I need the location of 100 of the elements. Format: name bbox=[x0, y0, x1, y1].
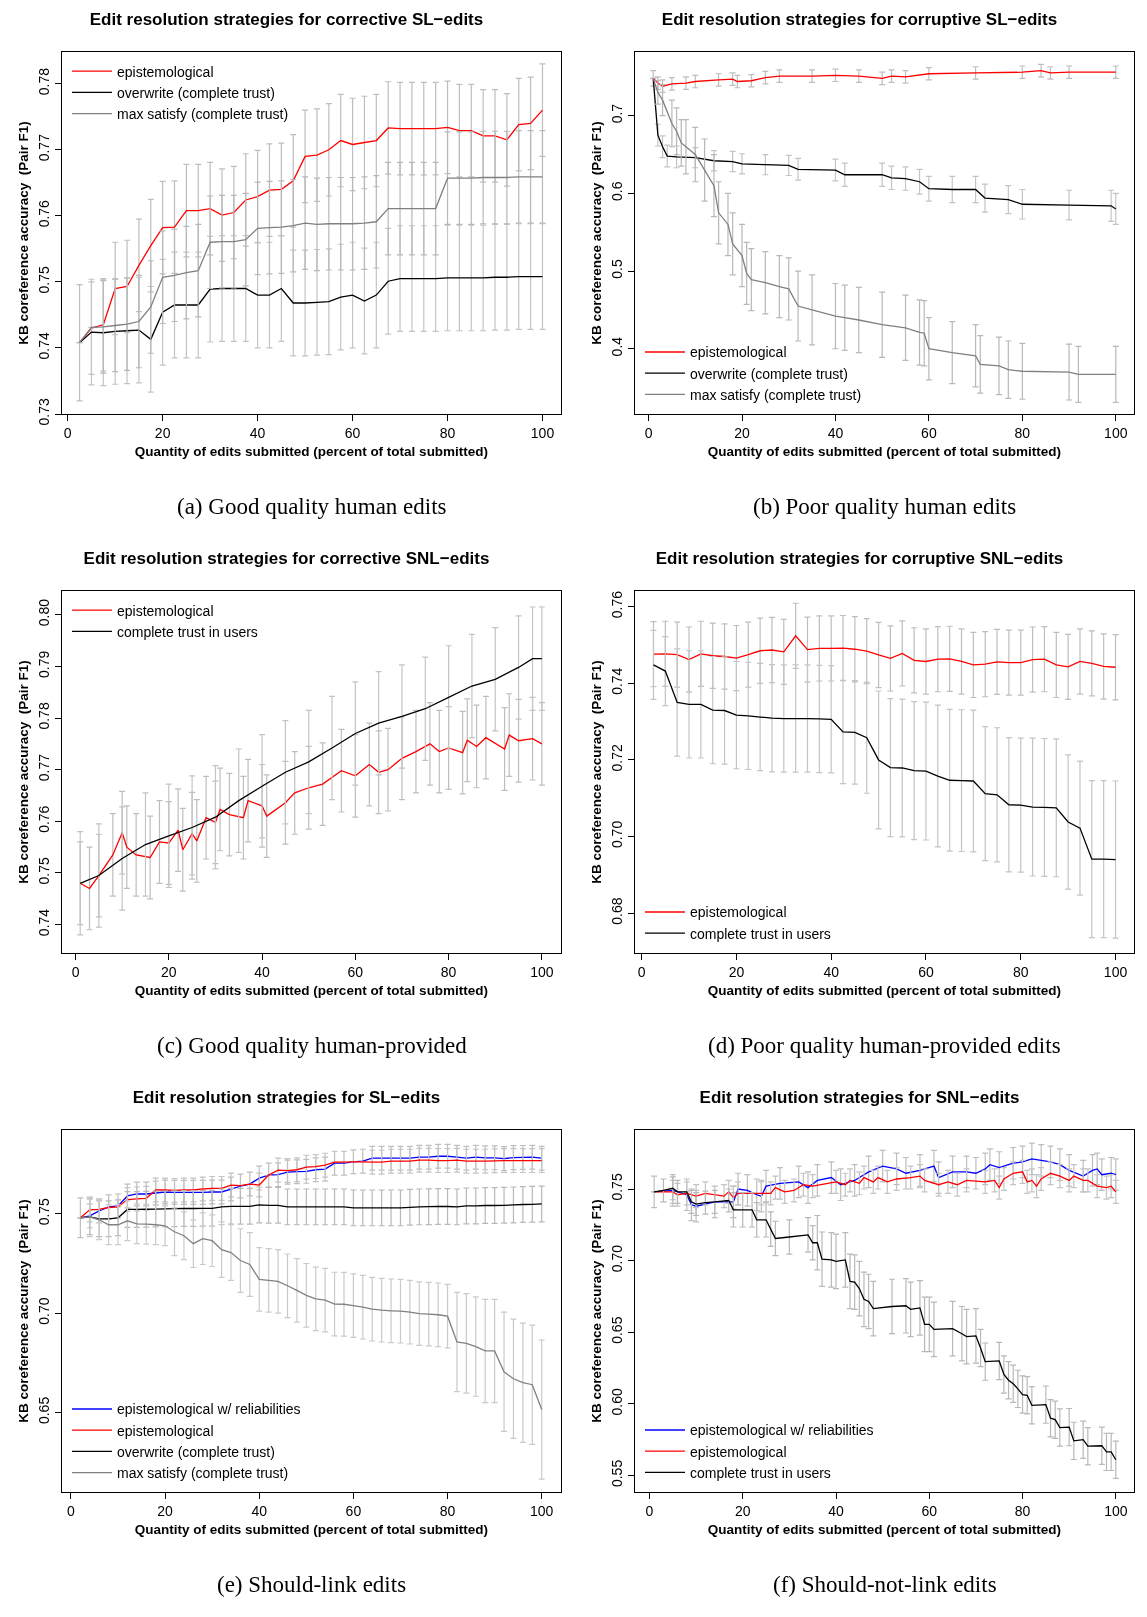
y-axis-title: KB coreference accuracy (Pair F1) bbox=[589, 1199, 605, 1423]
legend-label: overwrite (complete trust) bbox=[116, 84, 275, 101]
x-tick-label: 0 bbox=[71, 963, 80, 980]
x-tick-label: 20 bbox=[154, 424, 171, 441]
line-series bbox=[78, 176, 544, 344]
y-tick-label: 0.70 bbox=[609, 820, 626, 849]
x-tick-label: 60 bbox=[345, 1502, 362, 1519]
y-tick-label: 0.70 bbox=[36, 1297, 53, 1325]
y-tick-label: 0.65 bbox=[609, 1316, 626, 1344]
x-tick-label: 60 bbox=[921, 424, 937, 441]
legend-label: epistemological bbox=[116, 63, 214, 80]
chart-title: Edit resolution strategies for corruptive SNL−edits bbox=[655, 549, 1064, 569]
y-tick-label: 0.70 bbox=[609, 1244, 626, 1273]
y-tick-label: 0.75 bbox=[36, 265, 53, 294]
legend-label: epistemological bbox=[689, 904, 787, 921]
y-tick-label: 0.77 bbox=[36, 753, 53, 782]
x-tick-label: 80 bbox=[1014, 424, 1031, 441]
x-tick-label: 20 bbox=[161, 963, 177, 980]
y-axis-title: KB coreference accuracy (Pair F1) bbox=[589, 660, 605, 884]
x-tick-label: 100 bbox=[530, 963, 554, 980]
y-tick-label: 0.5 bbox=[609, 259, 626, 279]
legend-label: max satisfy (complete trust) bbox=[689, 386, 862, 403]
y-tick-label: 0.79 bbox=[36, 650, 53, 678]
x-tick-label: 40 bbox=[827, 424, 844, 441]
line-series bbox=[78, 275, 544, 344]
x-tick-label: 20 bbox=[734, 424, 750, 441]
legend-label: epistemological w/ reliabilities bbox=[116, 1401, 301, 1418]
y-tick-label: 0.76 bbox=[36, 805, 53, 833]
x-tick-label: 0 bbox=[67, 1502, 76, 1519]
y-tick-label: 0.68 bbox=[609, 897, 626, 925]
chart-title: Edit resolution strategies for SL−edits bbox=[132, 1088, 441, 1108]
x-tick-label: 80 bbox=[1014, 1502, 1031, 1519]
line-series bbox=[79, 658, 543, 884]
line-series bbox=[652, 69, 1117, 87]
legend-label: epistemological w/ reliabilities bbox=[689, 1422, 874, 1439]
x-tick-label: 100 bbox=[530, 424, 555, 441]
x-axis-title: Quantity of edits submitted (percent of total submitted) bbox=[134, 1521, 489, 1537]
y-tick-label: 0.80 bbox=[36, 598, 53, 627]
x-axis-title: Quantity of edits submitted (percent of total submitted) bbox=[707, 1521, 1062, 1537]
x-tick-label: 40 bbox=[828, 1502, 844, 1519]
y-tick-label: 0.4 bbox=[609, 336, 626, 357]
y-tick-label: 0.77 bbox=[36, 133, 53, 162]
x-tick-label: 100 bbox=[1104, 1502, 1128, 1519]
y-axis-title: KB coreference accuracy (Pair F1) bbox=[16, 121, 32, 345]
x-tick-label: 80 bbox=[439, 1502, 456, 1519]
chart-title: Edit resolution strategies for corrective SNL−edits bbox=[83, 549, 490, 569]
legend-label: epistemological bbox=[116, 602, 214, 619]
x-axis-title: Quantity of edits submitted (percent of total submitted) bbox=[707, 982, 1062, 998]
line-series bbox=[653, 1187, 1117, 1461]
y-tick-label: 0.74 bbox=[36, 908, 53, 937]
line-series bbox=[652, 635, 1117, 668]
x-tick-label: 100 bbox=[530, 1502, 554, 1519]
line-series bbox=[652, 664, 1117, 861]
x-tick-label: 60 bbox=[344, 424, 361, 441]
y-tick-label: 0.7 bbox=[609, 103, 626, 124]
x-tick-label: 20 bbox=[728, 963, 745, 980]
legend-label: epistemological bbox=[689, 1443, 787, 1460]
text: (b) Poor quality human edits bbox=[753, 494, 1017, 519]
x-tick-label: 60 bbox=[918, 963, 934, 980]
x-tick-label: 80 bbox=[440, 963, 457, 980]
legend-label: max satisfy (complete trust) bbox=[116, 106, 289, 123]
y-tick-label: 0.78 bbox=[36, 67, 53, 96]
text: (d) Poor quality human-provided edits bbox=[708, 1033, 1061, 1058]
x-tick-label: 20 bbox=[157, 1502, 174, 1519]
x-tick-label: 40 bbox=[249, 424, 266, 441]
x-tick-label: 80 bbox=[439, 424, 456, 441]
x-tick-label: 20 bbox=[734, 1502, 751, 1519]
x-axis-title: Quantity of edits submitted (percent of total submitted) bbox=[707, 443, 1062, 459]
legend-label: epistemological bbox=[689, 344, 787, 361]
legend-label: complete trust in users bbox=[689, 925, 831, 942]
y-axis-title: KB coreference accuracy (Pair F1) bbox=[16, 660, 32, 884]
chart-title: Edit resolution strategies for SNL−edits bbox=[699, 1088, 1020, 1108]
y-tick-label: 0.65 bbox=[36, 1396, 53, 1425]
text: (f) Should-not-link edits bbox=[773, 1572, 997, 1597]
legend-label: complete trust in users bbox=[116, 623, 258, 640]
x-tick-label: 100 bbox=[1104, 424, 1128, 441]
x-tick-label: 40 bbox=[254, 963, 271, 980]
x-tick-label: 0 bbox=[645, 1502, 654, 1519]
x-tick-label: 80 bbox=[1012, 963, 1029, 980]
x-tick-label: 0 bbox=[637, 963, 646, 980]
chart-title: Edit resolution strategies for corruptive SL−edits bbox=[661, 10, 1058, 30]
x-tick-label: 100 bbox=[1103, 963, 1128, 980]
chart-title: Edit resolution strategies for corrective SL−edits bbox=[89, 10, 484, 30]
y-tick-label: 0.74 bbox=[609, 667, 626, 695]
text: (c) Good quality human-provided bbox=[157, 1033, 468, 1058]
line-series bbox=[79, 734, 543, 890]
legend-label: max satisfy (complete trust) bbox=[116, 1465, 289, 1482]
x-tick-label: 0 bbox=[63, 424, 72, 441]
y-tick-label: 0.60 bbox=[609, 1387, 626, 1416]
x-tick-label: 40 bbox=[251, 1502, 268, 1519]
legend-label: complete trust in users bbox=[689, 1464, 831, 1481]
y-tick-label: 0.76 bbox=[609, 590, 626, 619]
y-tick-label: 0.76 bbox=[36, 199, 53, 228]
x-tick-label: 40 bbox=[823, 963, 840, 980]
y-tick-label: 0.75 bbox=[36, 1197, 53, 1226]
x-axis-title: Quantity of edits submitted (percent of total submitted) bbox=[134, 443, 489, 459]
y-tick-label: 0.78 bbox=[36, 702, 53, 730]
y-tick-label: 0.73 bbox=[36, 398, 53, 426]
legend-label: epistemological bbox=[116, 1422, 214, 1439]
x-axis-title: Quantity of edits submitted (percent of total submitted) bbox=[134, 982, 489, 998]
